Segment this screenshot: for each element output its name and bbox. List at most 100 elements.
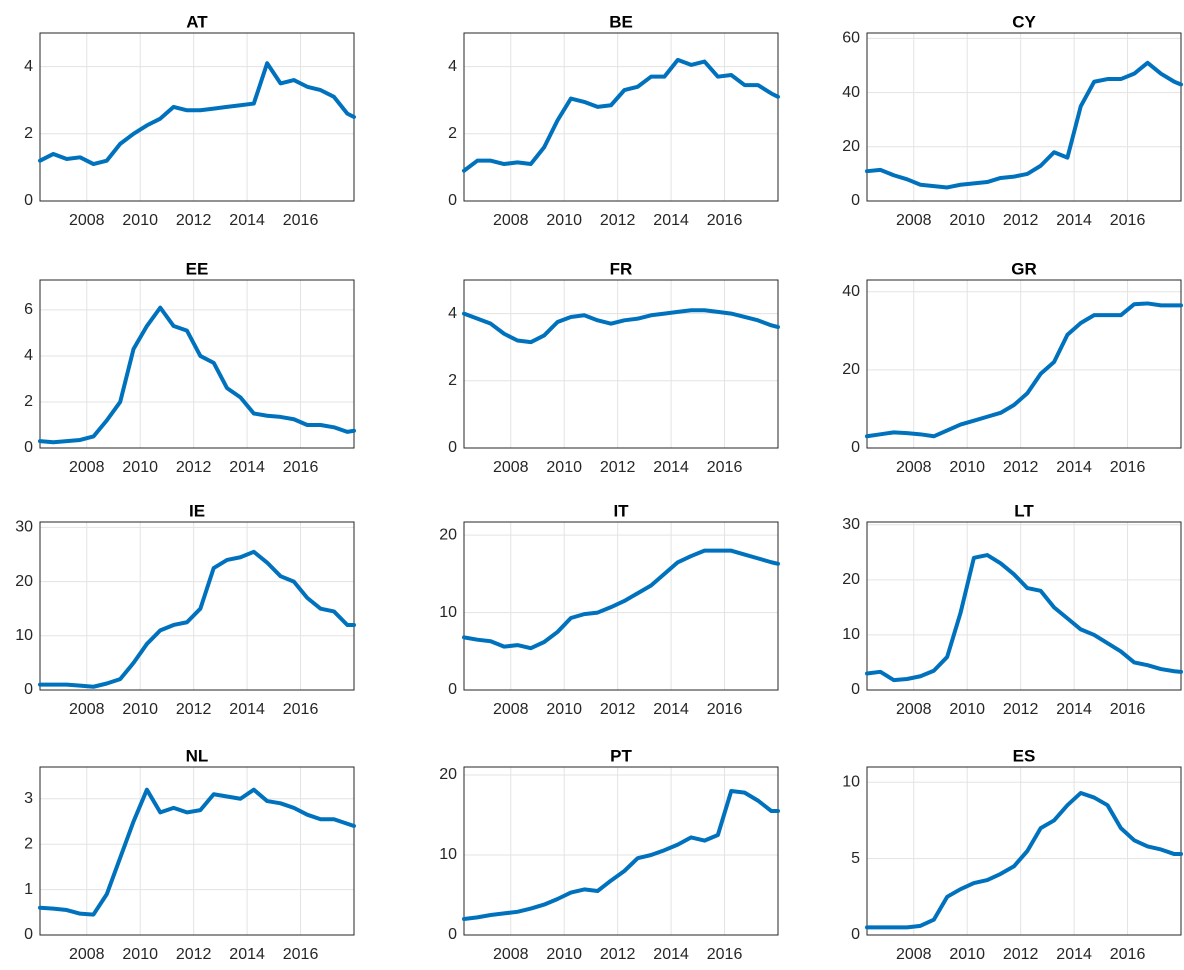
x-tick-label: 2012 bbox=[600, 946, 636, 963]
x-tick-label: 2016 bbox=[707, 701, 743, 718]
subplot: 0 10 20 30 2008 2010 2012 2014 2016 LT bbox=[842, 501, 1183, 718]
x-tick-label: 2012 bbox=[1003, 459, 1039, 476]
y-tick-label: 10 bbox=[439, 846, 457, 863]
x-tick-label: 2010 bbox=[546, 701, 582, 718]
y-tick-label: 10 bbox=[439, 604, 457, 621]
x-tick-label: 2010 bbox=[122, 701, 158, 718]
x-tick-label: 2008 bbox=[69, 212, 105, 229]
subplot-title: EE bbox=[186, 259, 209, 278]
x-tick-label: 2012 bbox=[600, 459, 636, 476]
x-tick-label: 2014 bbox=[229, 946, 265, 963]
subplot-title: CY bbox=[1012, 12, 1036, 31]
y-tick-label: 2 bbox=[24, 393, 33, 410]
x-tick-label: 2012 bbox=[600, 701, 636, 718]
y-tick-label: 5 bbox=[851, 850, 860, 867]
x-tick-label: 2008 bbox=[69, 459, 105, 476]
x-tick-label: 2016 bbox=[1110, 946, 1146, 963]
x-tick-label: 2016 bbox=[283, 701, 319, 718]
subplot: 0 2 4 2008 2010 2012 2014 2016 FR bbox=[448, 259, 780, 476]
y-tick-label: 0 bbox=[851, 681, 860, 698]
subplot-title: ES bbox=[1013, 746, 1036, 765]
y-tick-label: 2 bbox=[448, 372, 457, 389]
subplot-title: AT bbox=[186, 12, 208, 31]
x-tick-label: 2014 bbox=[229, 701, 265, 718]
y-tick-label: 20 bbox=[439, 526, 457, 543]
x-tick-label: 2012 bbox=[1003, 946, 1039, 963]
y-tick-label: 2 bbox=[24, 125, 33, 142]
x-tick-label: 2016 bbox=[283, 459, 319, 476]
subplot-title: BE bbox=[609, 12, 633, 31]
x-tick-label: 2008 bbox=[69, 701, 105, 718]
x-tick-label: 2010 bbox=[949, 212, 985, 229]
data-line bbox=[38, 61, 356, 167]
subplot-title: PT bbox=[610, 746, 632, 765]
data-line bbox=[38, 549, 356, 689]
subplot-title: IE bbox=[189, 501, 205, 520]
x-tick-label: 2008 bbox=[69, 946, 105, 963]
axes-frame bbox=[866, 279, 1182, 449]
data-line bbox=[865, 790, 1183, 930]
y-tick-label: 0 bbox=[24, 192, 33, 209]
subplot-title: LT bbox=[1014, 501, 1034, 520]
x-tick-label: 2014 bbox=[229, 212, 265, 229]
y-tick-label: 60 bbox=[842, 30, 860, 47]
axes-frame bbox=[866, 766, 1182, 936]
x-tick-label: 2012 bbox=[176, 701, 212, 718]
x-tick-label: 2014 bbox=[653, 946, 689, 963]
y-tick-label: 20 bbox=[15, 573, 33, 590]
y-tick-label: 3 bbox=[24, 790, 33, 807]
x-tick-label: 2008 bbox=[896, 701, 932, 718]
x-tick-label: 2008 bbox=[896, 459, 932, 476]
axes-frame bbox=[39, 766, 355, 936]
y-tick-label: 0 bbox=[448, 681, 457, 698]
y-tick-label: 4 bbox=[24, 58, 33, 75]
x-tick-label: 2008 bbox=[493, 946, 529, 963]
x-tick-label: 2012 bbox=[1003, 212, 1039, 229]
subplot-title: NL bbox=[186, 746, 209, 765]
subplot: 0 2 4 6 2008 2010 2012 2014 2016 EE bbox=[24, 259, 356, 476]
y-tick-label: 10 bbox=[842, 773, 860, 790]
y-tick-label: 2 bbox=[24, 835, 33, 852]
x-tick-label: 2010 bbox=[949, 701, 985, 718]
data-line bbox=[462, 57, 780, 173]
x-tick-label: 2014 bbox=[1056, 946, 1092, 963]
subplot: 0 2 4 2008 2010 2012 2014 2016 AT bbox=[24, 12, 356, 229]
x-tick-label: 2008 bbox=[493, 212, 529, 229]
y-tick-label: 20 bbox=[842, 571, 860, 588]
subplot: 0 20 40 2008 2010 2012 2014 2016 GR bbox=[842, 259, 1183, 476]
y-tick-label: 30 bbox=[842, 516, 860, 533]
subplot: 0 1 2 3 2008 2010 2012 2014 2016 NL bbox=[24, 746, 356, 963]
subplot: 0 10 20 2008 2010 2012 2014 2016 PT bbox=[439, 746, 780, 963]
x-tick-label: 2010 bbox=[122, 459, 158, 476]
x-tick-label: 2008 bbox=[493, 701, 529, 718]
x-tick-label: 2014 bbox=[1056, 701, 1092, 718]
subplot-title: IT bbox=[613, 501, 629, 520]
data-line bbox=[865, 301, 1183, 439]
subplot: 0 10 20 2008 2010 2012 2014 2016 IT bbox=[439, 501, 780, 718]
x-tick-label: 2010 bbox=[546, 459, 582, 476]
x-tick-label: 2016 bbox=[1110, 701, 1146, 718]
x-tick-label: 2014 bbox=[653, 459, 689, 476]
x-tick-label: 2010 bbox=[949, 459, 985, 476]
subplot-title: GR bbox=[1011, 259, 1037, 278]
y-tick-label: 4 bbox=[448, 58, 457, 75]
data-line bbox=[462, 789, 780, 921]
x-tick-label: 2010 bbox=[122, 212, 158, 229]
y-tick-label: 4 bbox=[24, 347, 33, 364]
subplot: 0 5 10 2008 2010 2012 2014 2016 ES bbox=[842, 746, 1183, 963]
y-tick-label: 0 bbox=[851, 439, 860, 456]
y-tick-label: 40 bbox=[842, 84, 860, 101]
x-tick-label: 2008 bbox=[896, 212, 932, 229]
x-tick-label: 2012 bbox=[1003, 701, 1039, 718]
data-line bbox=[865, 60, 1183, 190]
data-line bbox=[865, 553, 1183, 683]
x-tick-label: 2012 bbox=[176, 946, 212, 963]
x-tick-label: 2016 bbox=[283, 212, 319, 229]
y-tick-label: 1 bbox=[24, 881, 33, 898]
x-tick-label: 2014 bbox=[1056, 212, 1092, 229]
x-tick-label: 2010 bbox=[546, 946, 582, 963]
subplot: 0 10 20 30 2008 2010 2012 2014 2016 IE bbox=[15, 501, 356, 718]
data-line bbox=[38, 305, 356, 445]
y-tick-label: 2 bbox=[448, 125, 457, 142]
